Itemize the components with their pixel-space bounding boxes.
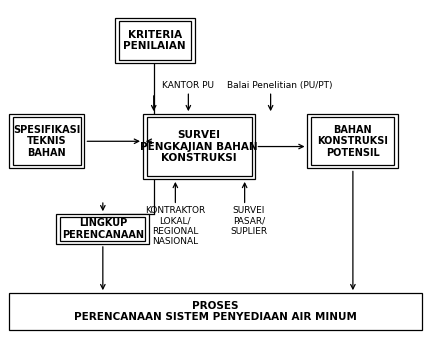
FancyBboxPatch shape [307, 114, 398, 168]
FancyBboxPatch shape [311, 117, 394, 165]
FancyBboxPatch shape [56, 214, 149, 244]
Text: SPESIFIKASI
TEKNIS
BAHAN: SPESIFIKASI TEKNIS BAHAN [13, 125, 80, 158]
Text: Balai Penelitian (PU/PT): Balai Penelitian (PU/PT) [226, 81, 332, 91]
Text: KRITERIA
PENILAIAN: KRITERIA PENILAIAN [123, 29, 186, 51]
FancyBboxPatch shape [13, 117, 81, 165]
Text: SURVEI
PASAR/
SUPLIER: SURVEI PASAR/ SUPLIER [230, 206, 268, 236]
Text: BAHAN
KONSTRUKSI
POTENSIL: BAHAN KONSTRUKSI POTENSIL [317, 125, 388, 158]
Text: LINGKUP
PERENCANAAN: LINGKUP PERENCANAAN [62, 218, 144, 240]
Text: SURVEI
PENGKAJIAN BAHAN
KONSTRUKSI: SURVEI PENGKAJIAN BAHAN KONSTRUKSI [140, 130, 258, 163]
FancyBboxPatch shape [147, 117, 252, 176]
FancyBboxPatch shape [115, 18, 195, 63]
FancyBboxPatch shape [60, 217, 145, 241]
Text: KONTRAKTOR
LOKAL/
REGIONAL
NASIONAL: KONTRAKTOR LOKAL/ REGIONAL NASIONAL [145, 206, 206, 246]
FancyBboxPatch shape [9, 114, 84, 168]
Text: KANTOR PU: KANTOR PU [162, 81, 214, 91]
FancyBboxPatch shape [143, 114, 255, 179]
FancyBboxPatch shape [119, 21, 191, 60]
FancyBboxPatch shape [9, 293, 422, 330]
Text: PROSES
PERENCANAAN SISTEM PENYEDIAAN AIR MINUM: PROSES PERENCANAAN SISTEM PENYEDIAAN AIR… [74, 301, 357, 322]
